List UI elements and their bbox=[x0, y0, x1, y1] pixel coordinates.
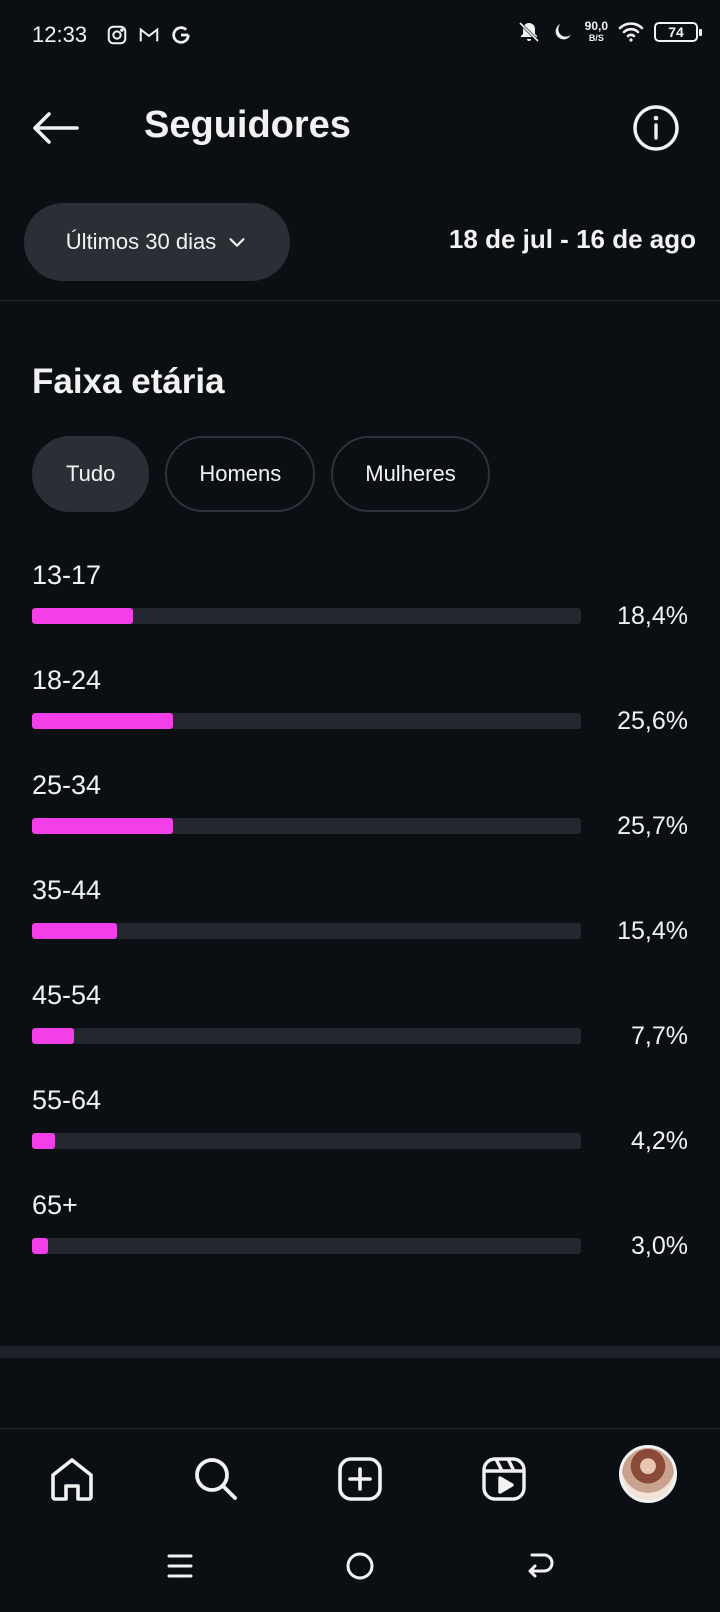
age-distribution-list: 13-17 18,4% 18-24 25,6% 25-34 25,7% 35-4… bbox=[32, 554, 688, 1289]
filter-chip-women[interactable]: Mulheres bbox=[331, 436, 490, 512]
info-button[interactable] bbox=[632, 104, 680, 152]
age-label: 65+ bbox=[32, 1190, 78, 1220]
date-range-row: Últimos 30 dias 18 de jul - 16 de ago bbox=[0, 200, 720, 301]
period-dropdown-label: Últimos 30 dias bbox=[65, 229, 217, 254]
nav-reels[interactable] bbox=[476, 1451, 532, 1507]
age-bar-track bbox=[32, 1238, 581, 1254]
age-bar-track bbox=[32, 923, 581, 939]
status-right: 90,0 B/S 74 bbox=[517, 19, 702, 44]
age-row: 65+ 3,0% bbox=[32, 1184, 688, 1289]
arrow-left-icon bbox=[33, 112, 79, 144]
info-icon bbox=[633, 105, 679, 151]
age-label: 45-54 bbox=[32, 980, 102, 1010]
circle-icon bbox=[346, 1552, 374, 1580]
system-nav-bar bbox=[0, 1528, 720, 1612]
bell-muted-icon bbox=[518, 21, 539, 43]
age-bar-track bbox=[32, 818, 581, 834]
age-bar-fill bbox=[32, 1028, 75, 1044]
age-percent: 4,2% bbox=[631, 1127, 688, 1155]
nav-home[interactable] bbox=[44, 1451, 100, 1507]
age-label: 55-64 bbox=[32, 1085, 102, 1115]
search-icon bbox=[195, 1458, 237, 1500]
gmail-icon bbox=[139, 27, 159, 42]
age-bar-fill bbox=[32, 1133, 56, 1149]
notification-icons bbox=[106, 24, 192, 46]
create-icon bbox=[338, 1457, 382, 1501]
menu-lines-icon bbox=[167, 1554, 193, 1578]
age-bar-fill bbox=[32, 923, 117, 939]
return-arrow-icon bbox=[528, 1553, 554, 1578]
age-row: 25-34 25,7% bbox=[32, 764, 688, 869]
date-range-text: 18 de jul - 16 de ago bbox=[448, 224, 696, 254]
home-system-button[interactable] bbox=[340, 1546, 380, 1586]
status-time: 12:33 bbox=[32, 22, 88, 47]
age-label: 25-34 bbox=[32, 770, 102, 800]
age-label: 35-44 bbox=[32, 875, 102, 905]
reels-icon bbox=[482, 1457, 526, 1501]
section-title: Faixa etária bbox=[32, 362, 225, 401]
age-percent: 7,7% bbox=[631, 1022, 688, 1050]
filter-chip-all[interactable]: Tudo bbox=[32, 436, 150, 512]
chevron-down-icon bbox=[229, 238, 245, 247]
age-percent: 25,7% bbox=[617, 812, 688, 840]
google-icon bbox=[172, 26, 190, 44]
wifi-icon bbox=[618, 22, 644, 42]
nav-create[interactable] bbox=[332, 1451, 388, 1507]
age-bar-track bbox=[32, 1028, 581, 1044]
age-label: 18-24 bbox=[32, 665, 102, 695]
page-title: Seguidores bbox=[144, 104, 351, 146]
age-label: 13-17 bbox=[32, 560, 102, 590]
nav-search[interactable] bbox=[188, 1451, 244, 1507]
age-bar-fill bbox=[32, 713, 173, 729]
age-bar-track bbox=[32, 1133, 581, 1149]
battery-indicator: 74 bbox=[654, 22, 702, 42]
age-row: 35-44 15,4% bbox=[32, 869, 688, 974]
bottom-nav bbox=[0, 1428, 720, 1529]
age-row: 18-24 25,6% bbox=[32, 659, 688, 764]
age-percent: 25,6% bbox=[617, 707, 688, 735]
age-bar-fill bbox=[32, 1238, 49, 1254]
back-button[interactable] bbox=[30, 106, 80, 150]
age-percent: 18,4% bbox=[617, 602, 688, 630]
age-row: 45-54 7,7% bbox=[32, 974, 688, 1079]
age-bar-fill bbox=[32, 608, 134, 624]
gender-filter-chips: Tudo Homens Mulheres bbox=[32, 436, 490, 512]
profile-avatar[interactable] bbox=[619, 1445, 677, 1503]
back-system-button[interactable] bbox=[520, 1546, 560, 1586]
age-row: 55-64 4,2% bbox=[32, 1079, 688, 1184]
age-percent: 3,0% bbox=[631, 1232, 688, 1260]
net-speed: 90,0 B/S bbox=[584, 19, 608, 43]
section-divider bbox=[0, 1346, 720, 1358]
age-bar-track bbox=[32, 608, 581, 624]
period-dropdown[interactable]: Últimos 30 dias bbox=[24, 203, 290, 281]
age-percent: 15,4% bbox=[617, 917, 688, 945]
recents-button[interactable] bbox=[160, 1546, 200, 1586]
age-row: 13-17 18,4% bbox=[32, 554, 688, 659]
moon-icon bbox=[555, 24, 571, 40]
age-bar-fill bbox=[32, 818, 174, 834]
instagram-icon bbox=[107, 25, 127, 45]
header: Seguidores bbox=[0, 92, 720, 164]
home-icon bbox=[51, 1458, 93, 1501]
filter-chip-men[interactable]: Homens bbox=[165, 436, 316, 512]
age-bar-track bbox=[32, 713, 581, 729]
status-bar: 12:33 90,0 B/S 74 bbox=[0, 0, 720, 72]
